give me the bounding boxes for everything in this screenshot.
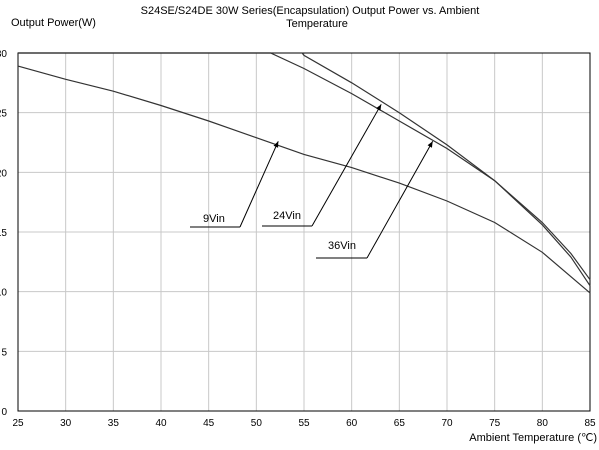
plot-frame (17, 52, 591, 412)
y-tick-label: 15 (0, 228, 7, 239)
x-tick-label: 85 (584, 418, 596, 429)
callout-label: 36Vin (328, 240, 356, 252)
series-lines (17, 52, 591, 294)
callout-label: 9Vin (203, 213, 225, 225)
y-axis-label: Output Power(W) (11, 17, 96, 29)
callout-arrowhead (376, 104, 382, 111)
x-axis-label: Ambient Temperature (℃) (469, 432, 597, 444)
x-tick-label: 30 (60, 418, 72, 429)
x-tick-label: 55 (298, 418, 310, 429)
grid-lines (18, 52, 590, 411)
tick-labels: 25 30 35 40 45 50 55 60 65 70 75 80 85 0 5 10 15 20 25 30 (0, 49, 596, 429)
callout-leader (239, 141, 279, 228)
plot-axes (17, 52, 591, 412)
y-tick-label: 30 (0, 49, 7, 60)
chart-title: S24SE/S24DE 30W Series(Encapsulation) Ou… (141, 5, 480, 17)
series-line-36vin (18, 52, 591, 287)
callout-arrowhead (427, 141, 433, 148)
x-tick-label: 65 (394, 418, 406, 429)
callout-leader (366, 141, 434, 259)
x-tick-label: 35 (108, 418, 120, 429)
y-tick-label: 5 (1, 347, 7, 358)
x-tick-label: 75 (489, 418, 501, 429)
annotation-callouts: 9Vin 24Vin 36Vin (190, 104, 434, 259)
y-tick-label: 20 (0, 168, 7, 179)
x-tick-label: 70 (441, 418, 453, 429)
x-tick-label: 80 (537, 418, 549, 429)
callout-leader (311, 104, 382, 227)
chart-subtitle: Temperature (286, 18, 348, 30)
y-tick-label: 25 (0, 109, 7, 120)
y-tick-label: 10 (0, 288, 7, 299)
x-tick-label: 40 (155, 418, 167, 429)
x-tick-label: 45 (203, 418, 215, 429)
x-tick-label: 25 (12, 418, 24, 429)
x-tick-label: 60 (346, 418, 358, 429)
series-line-9vin (17, 65, 591, 294)
callout-arrowhead (273, 141, 279, 148)
callout-label: 24Vin (273, 210, 301, 222)
x-tick-label: 50 (251, 418, 263, 429)
y-tick-label: 0 (1, 407, 7, 418)
